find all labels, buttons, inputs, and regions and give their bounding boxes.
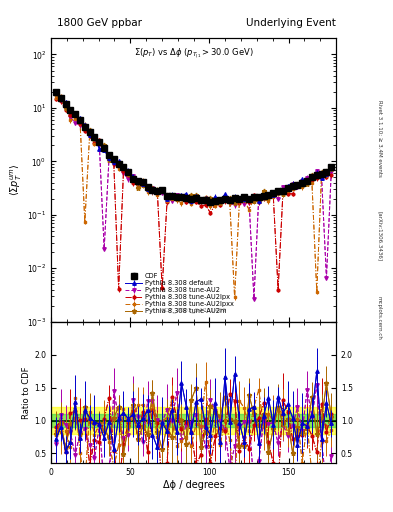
Text: $\Sigma(p_T)$ vs $\Delta\phi$ ($p_{T_{|1}} > 30.0$ GeV): $\Sigma(p_T)$ vs $\Delta\phi$ ($p_{T_{|1… [134,47,253,60]
Y-axis label: $\langle\Sigma p_T^{um}\rangle$: $\langle\Sigma p_T^{um}\rangle$ [9,164,24,197]
Bar [51,414,336,427]
Text: Underlying Event: Underlying Event [246,18,336,28]
Bar [51,408,336,434]
X-axis label: Δϕ / degrees: Δϕ / degrees [163,480,224,490]
Text: Rivet 3.1.10; ≥ 3.4M events: Rivet 3.1.10; ≥ 3.4M events [377,100,382,177]
Text: 1800 GeV ppbar: 1800 GeV ppbar [57,18,142,28]
Y-axis label: Ratio to CDF: Ratio to CDF [22,366,31,419]
Legend: CDF, Pythia 8.308 default, Pythia 8.308 tune-AU2, Pythia 8.308 tune-AU2lpx, Pyth: CDF, Pythia 8.308 default, Pythia 8.308 … [124,272,235,315]
Text: mcplots.cern.ch: mcplots.cern.ch [377,295,382,339]
Text: CDF_2001_S4751469: CDF_2001_S4751469 [160,308,227,313]
Text: [arXiv:1306.3436]: [arXiv:1306.3436] [377,210,382,261]
